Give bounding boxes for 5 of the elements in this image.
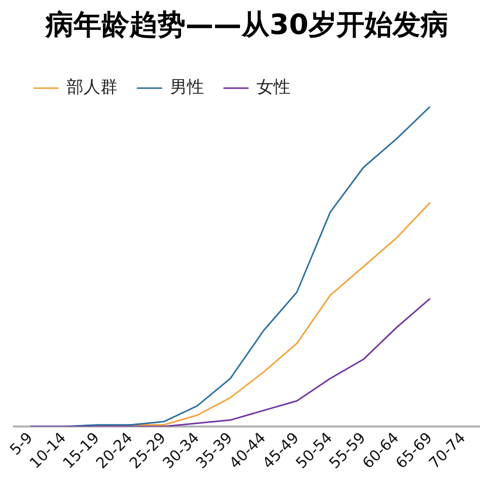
chart-title: 病年龄趋势——从30岁开始发病: [44, 8, 448, 42]
legend-label: 女性: [256, 78, 290, 98]
x-tick-label: 5-9: [6, 428, 36, 459]
legend-label: 男性: [170, 78, 204, 98]
legend-label: 部人群: [66, 78, 118, 98]
